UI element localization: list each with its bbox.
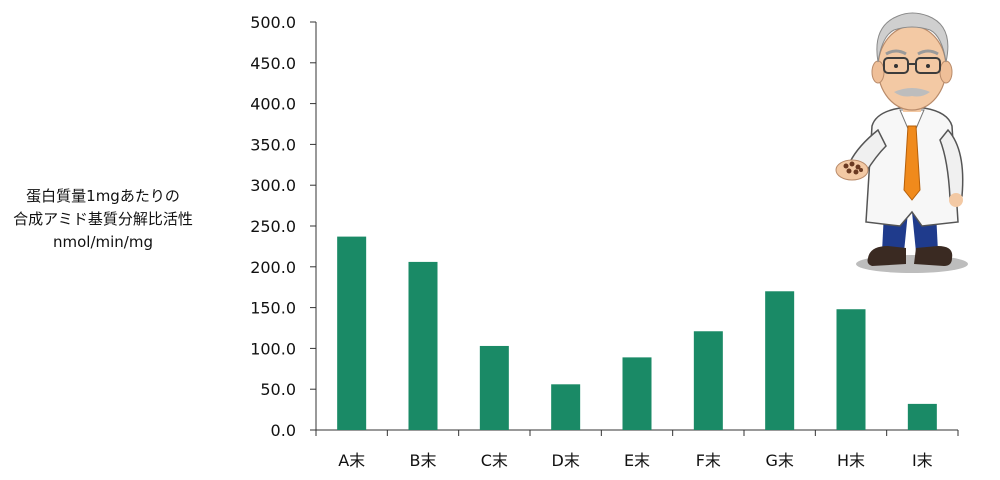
y-tick-label: 50.0 [260,380,296,399]
y-tick-label: 0.0 [271,421,296,440]
y-tick-label: 250.0 [250,217,296,236]
bar [907,403,937,430]
x-tick-label: C末 [481,451,508,470]
bar [337,236,367,430]
x-tick-label: G末 [765,451,793,470]
x-tick-label: F末 [696,451,721,470]
x-tick-label: D末 [552,451,580,470]
y-tick-label: 300.0 [250,176,296,195]
y-tick-label: 200.0 [250,258,296,277]
bars [337,236,937,430]
bar [408,261,438,430]
x-tick-label: A末 [338,451,365,470]
y-tick-label: 400.0 [250,95,296,114]
x-tick-label: B末 [410,451,437,470]
bar [765,291,795,430]
y-axis-label-line-1: 蛋白質量1mgあたりの [26,187,180,205]
y-tick-label: 100.0 [250,339,296,358]
bar [622,357,652,430]
y-tick-label: 500.0 [250,13,296,32]
bar [551,384,581,430]
bar [836,309,866,430]
x-tick-label: H末 [837,451,865,470]
y-axis-label-line-3: nmol/min/mg [53,233,153,251]
y-tick-label: 350.0 [250,135,296,154]
y-axis-label: 蛋白質量1mgあたりの 合成アミド基質分解比活性 nmol/min/mg [0,185,206,254]
y-tick-label: 450.0 [250,54,296,73]
bar [479,345,509,430]
x-tick-label: E末 [624,451,650,470]
y-tick-label: 150.0 [250,299,296,318]
y-axis-label-line-2: 合成アミド基質分解比活性 [13,210,193,228]
x-tick-label: I末 [912,451,933,470]
labels: 0.0 50.0 100.0 150.0 200.0 250.0 300.0 350.0 400… [250,13,933,470]
professor-holding-herbs-icon [835,12,968,273]
bar [693,331,723,430]
